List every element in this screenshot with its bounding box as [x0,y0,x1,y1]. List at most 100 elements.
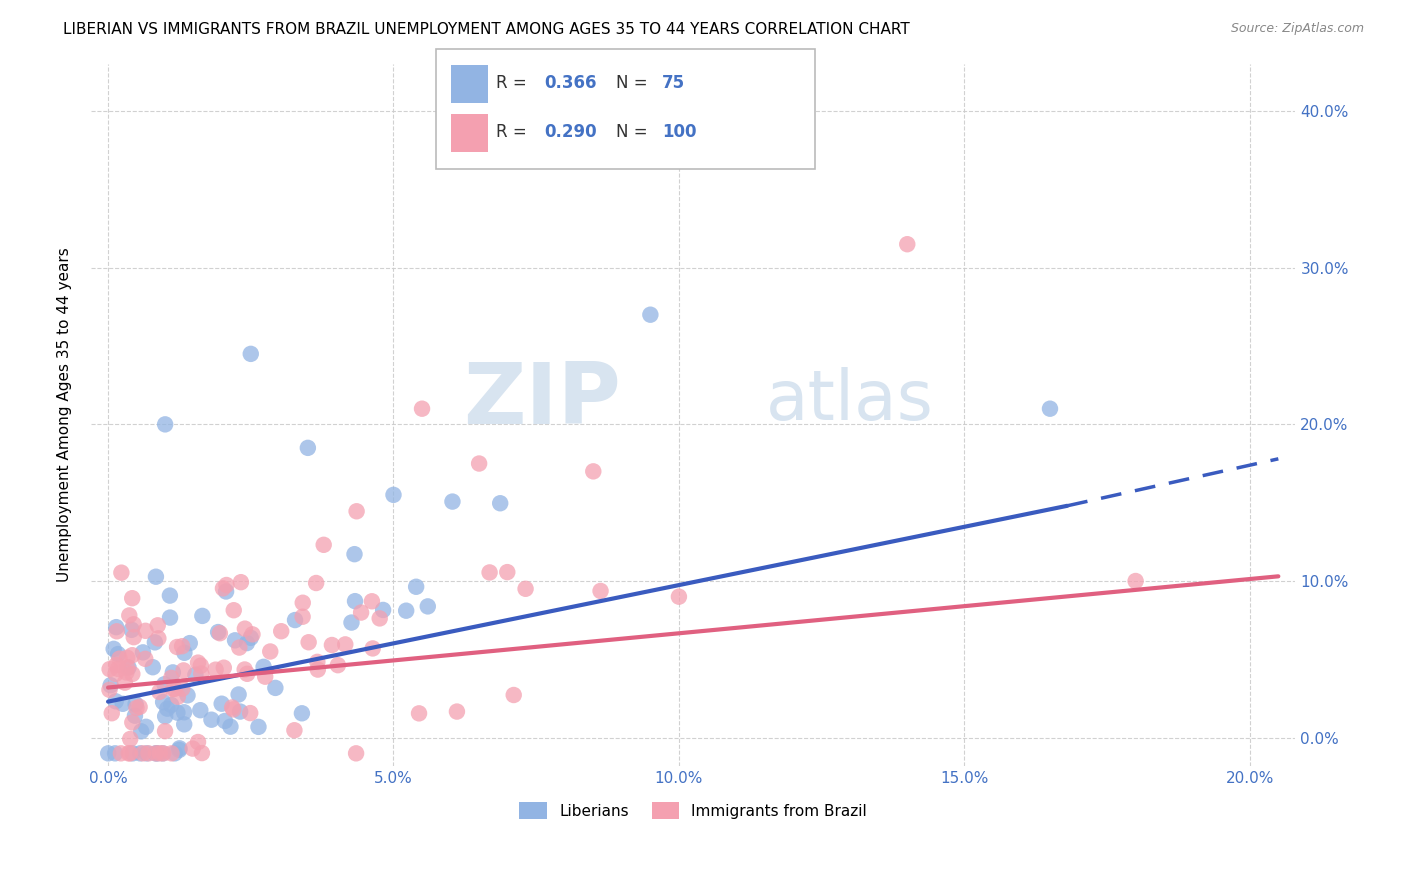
Point [153,709,176,723]
Point [100,706,122,721]
Point [153,724,176,739]
Point [111,697,134,711]
Point [108,651,131,665]
Point [371,603,394,617]
Point [120,731,142,746]
Text: R =: R = [496,74,533,92]
Point [159,589,181,603]
Point [346,504,368,518]
Point [247,720,270,734]
Point [173,646,195,660]
Point [143,635,166,649]
Point [242,627,264,641]
Point [134,624,156,638]
Point [344,594,367,608]
Point [184,667,207,681]
Point [350,606,373,620]
Point [97,747,120,761]
Point [160,747,183,761]
Point [221,700,243,714]
Point [104,747,127,761]
Point [312,538,335,552]
Point [222,603,245,617]
Point [441,494,464,508]
Point [98,662,121,676]
Point [117,661,139,675]
Point [307,663,329,677]
Point [228,688,250,702]
Point [291,706,314,721]
Point [239,631,262,645]
Point [582,464,605,478]
Point [214,714,236,728]
Point [125,701,148,715]
Point [145,747,167,761]
Point [181,741,204,756]
Point [179,636,201,650]
Point [110,747,132,761]
Point [156,701,179,715]
Point [215,584,238,599]
Point [239,347,262,361]
Point [148,685,170,699]
Point [215,578,238,592]
Point [121,591,143,606]
Point [166,706,188,720]
Point [222,702,245,716]
Point [233,622,256,636]
Point [176,689,198,703]
Point [411,401,433,416]
Point [146,618,169,632]
Point [152,747,174,761]
Point [98,682,121,697]
Point [105,624,128,639]
Point [132,645,155,659]
Point [129,724,152,739]
Point [233,663,256,677]
Point [138,747,160,761]
Point [416,599,439,614]
Point [408,706,430,721]
Point [207,625,229,640]
Point [118,747,141,761]
Point [589,583,612,598]
Point [1039,401,1062,416]
Point [187,656,209,670]
Point [162,665,184,680]
Point [121,648,143,663]
Point [121,667,143,681]
Point [640,308,662,322]
Point [145,570,167,584]
Point [122,617,145,632]
Point [142,660,165,674]
Point [110,566,132,580]
Point [118,608,141,623]
Point [173,717,195,731]
Point [103,641,125,656]
Point [502,688,524,702]
Point [117,747,139,761]
Point [446,705,468,719]
Point [489,496,512,510]
Point [115,650,138,665]
Text: N =: N = [616,123,652,141]
Point [229,705,252,719]
Point [252,660,274,674]
Point [283,723,305,738]
Point [167,743,190,757]
Point [187,735,209,749]
Point [124,697,146,711]
Point [172,681,194,696]
Point [135,720,157,734]
Point [105,658,128,673]
Text: Source: ZipAtlas.com: Source: ZipAtlas.com [1230,22,1364,36]
Point [307,655,329,669]
Point [212,661,235,675]
Text: N =: N = [616,74,652,92]
Point [340,615,363,630]
Point [104,667,127,681]
Point [335,637,357,651]
Text: ZIP: ZIP [463,359,621,442]
Point [264,681,287,695]
Point [291,609,314,624]
